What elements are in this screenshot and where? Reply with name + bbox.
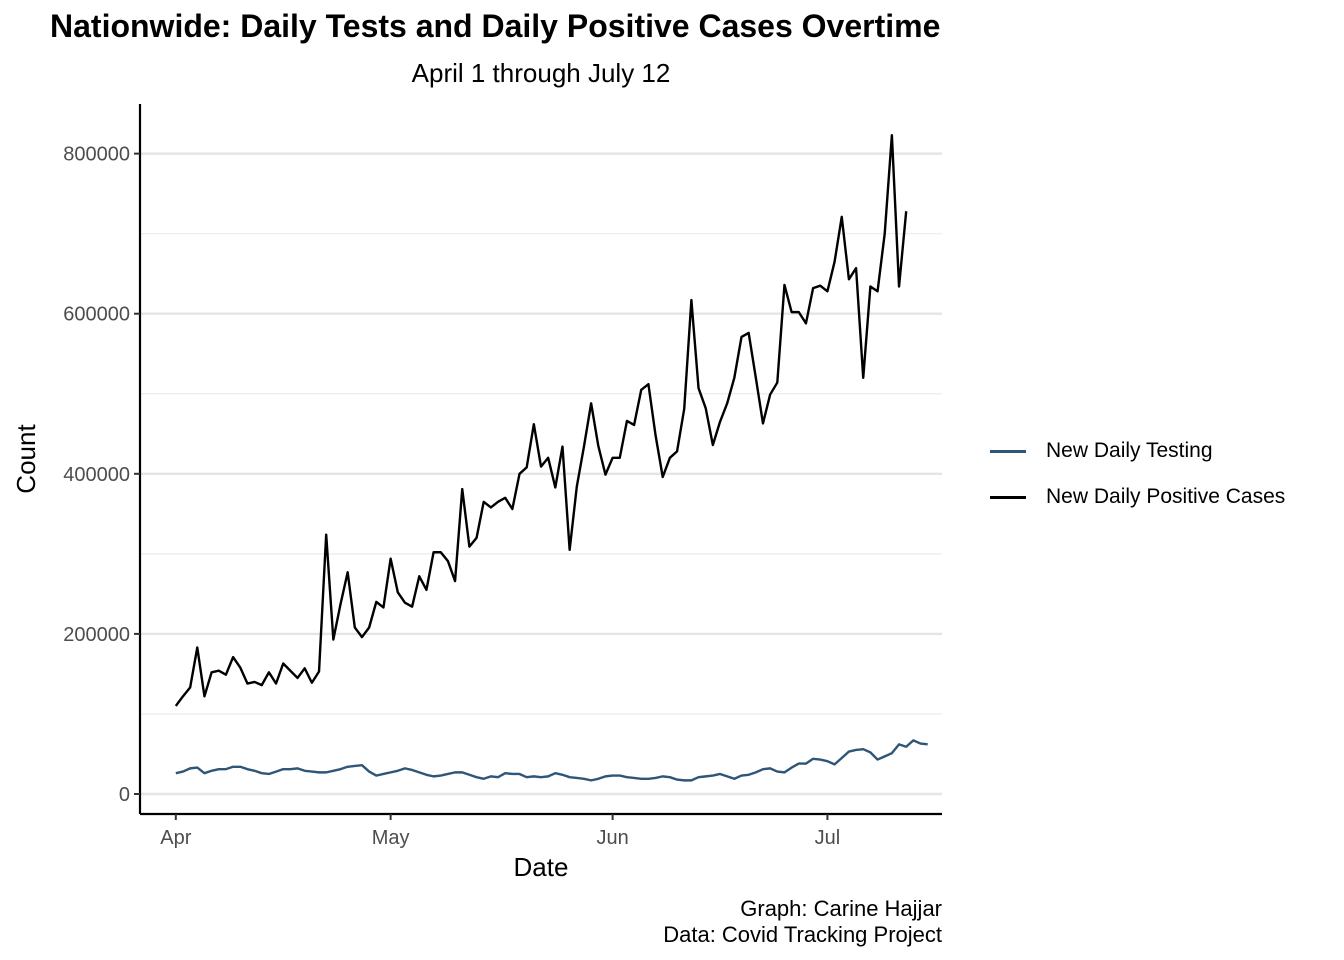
y-tick-label: 200000 — [63, 624, 130, 646]
x-axis-title: Date — [514, 852, 569, 882]
chart-subtitle: April 1 through July 12 — [411, 58, 671, 88]
x-tick-label: May — [372, 827, 410, 849]
chart-title: Nationwide: Daily Tests and Daily Positi… — [50, 8, 941, 44]
x-tick-label: Apr — [160, 827, 191, 849]
x-tick-label: Jun — [596, 827, 628, 849]
axes: 0 200000 400000 600000 800000 Apr May Jun Jul — [63, 104, 942, 849]
grid-lines — [140, 152, 942, 796]
legend-item-positive: New Daily Positive Cases — [990, 474, 1285, 520]
y-tick-label: 0 — [119, 784, 130, 806]
y-tick-label: 400000 — [63, 464, 130, 486]
caption-graph-credit: Graph: Carine Hajjar — [740, 896, 942, 921]
series-lines — [174, 134, 928, 782]
series-line-positive-cases — [174, 134, 908, 707]
legend-label-testing: New Daily Testing — [1046, 439, 1213, 462]
series-line-testing — [175, 739, 928, 782]
legend-item-testing: New Daily Testing — [990, 428, 1285, 474]
legend-label-positive: New Daily Positive Cases — [1046, 485, 1286, 508]
y-axis-title: Count — [11, 424, 41, 494]
y-tick-label: 600000 — [63, 304, 130, 326]
caption: Graph: Carine Hajjar Data: Covid Trackin… — [663, 896, 942, 948]
x-tick-label: Jul — [815, 827, 841, 849]
legend-key-testing — [990, 449, 1026, 453]
caption-data-source: Data: Covid Tracking Project — [663, 922, 942, 947]
legend-key-positive — [990, 495, 1026, 499]
y-tick-label: 800000 — [63, 144, 130, 166]
legend: New Daily Testing New Daily Positive Cas… — [990, 428, 1285, 520]
